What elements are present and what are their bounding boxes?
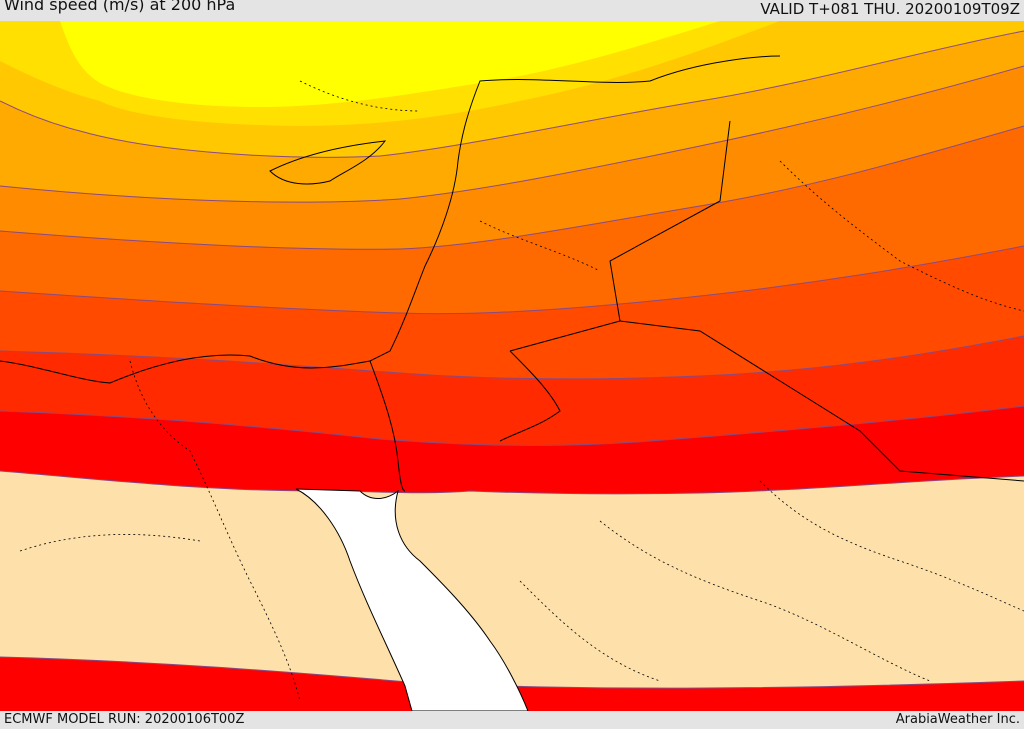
- header-bar: Wind speed (m/s) at 200 hPa VALID T+081 …: [0, 0, 1024, 21]
- model-run: ECMWF MODEL RUN: 20200106T00Z: [4, 712, 245, 727]
- valid-time: VALID T+081 THU. 20200109T09Z: [760, 0, 1020, 18]
- band-yellow: [60, 21, 720, 107]
- red-sea: [295, 488, 529, 711]
- coastlines: [0, 55, 1024, 492]
- map-title: Wind speed (m/s) at 200 hPa: [4, 0, 236, 14]
- admin-boundaries: [19, 80, 1024, 702]
- wind-contours: [0, 30, 1024, 689]
- band-red-south: [0, 657, 1024, 711]
- footer-bar: ECMWF MODEL RUN: 20200106T00Z ArabiaWeat…: [0, 711, 1024, 729]
- credit: ArabiaWeather Inc.: [895, 712, 1020, 727]
- wind-speed-map: [0, 21, 1024, 711]
